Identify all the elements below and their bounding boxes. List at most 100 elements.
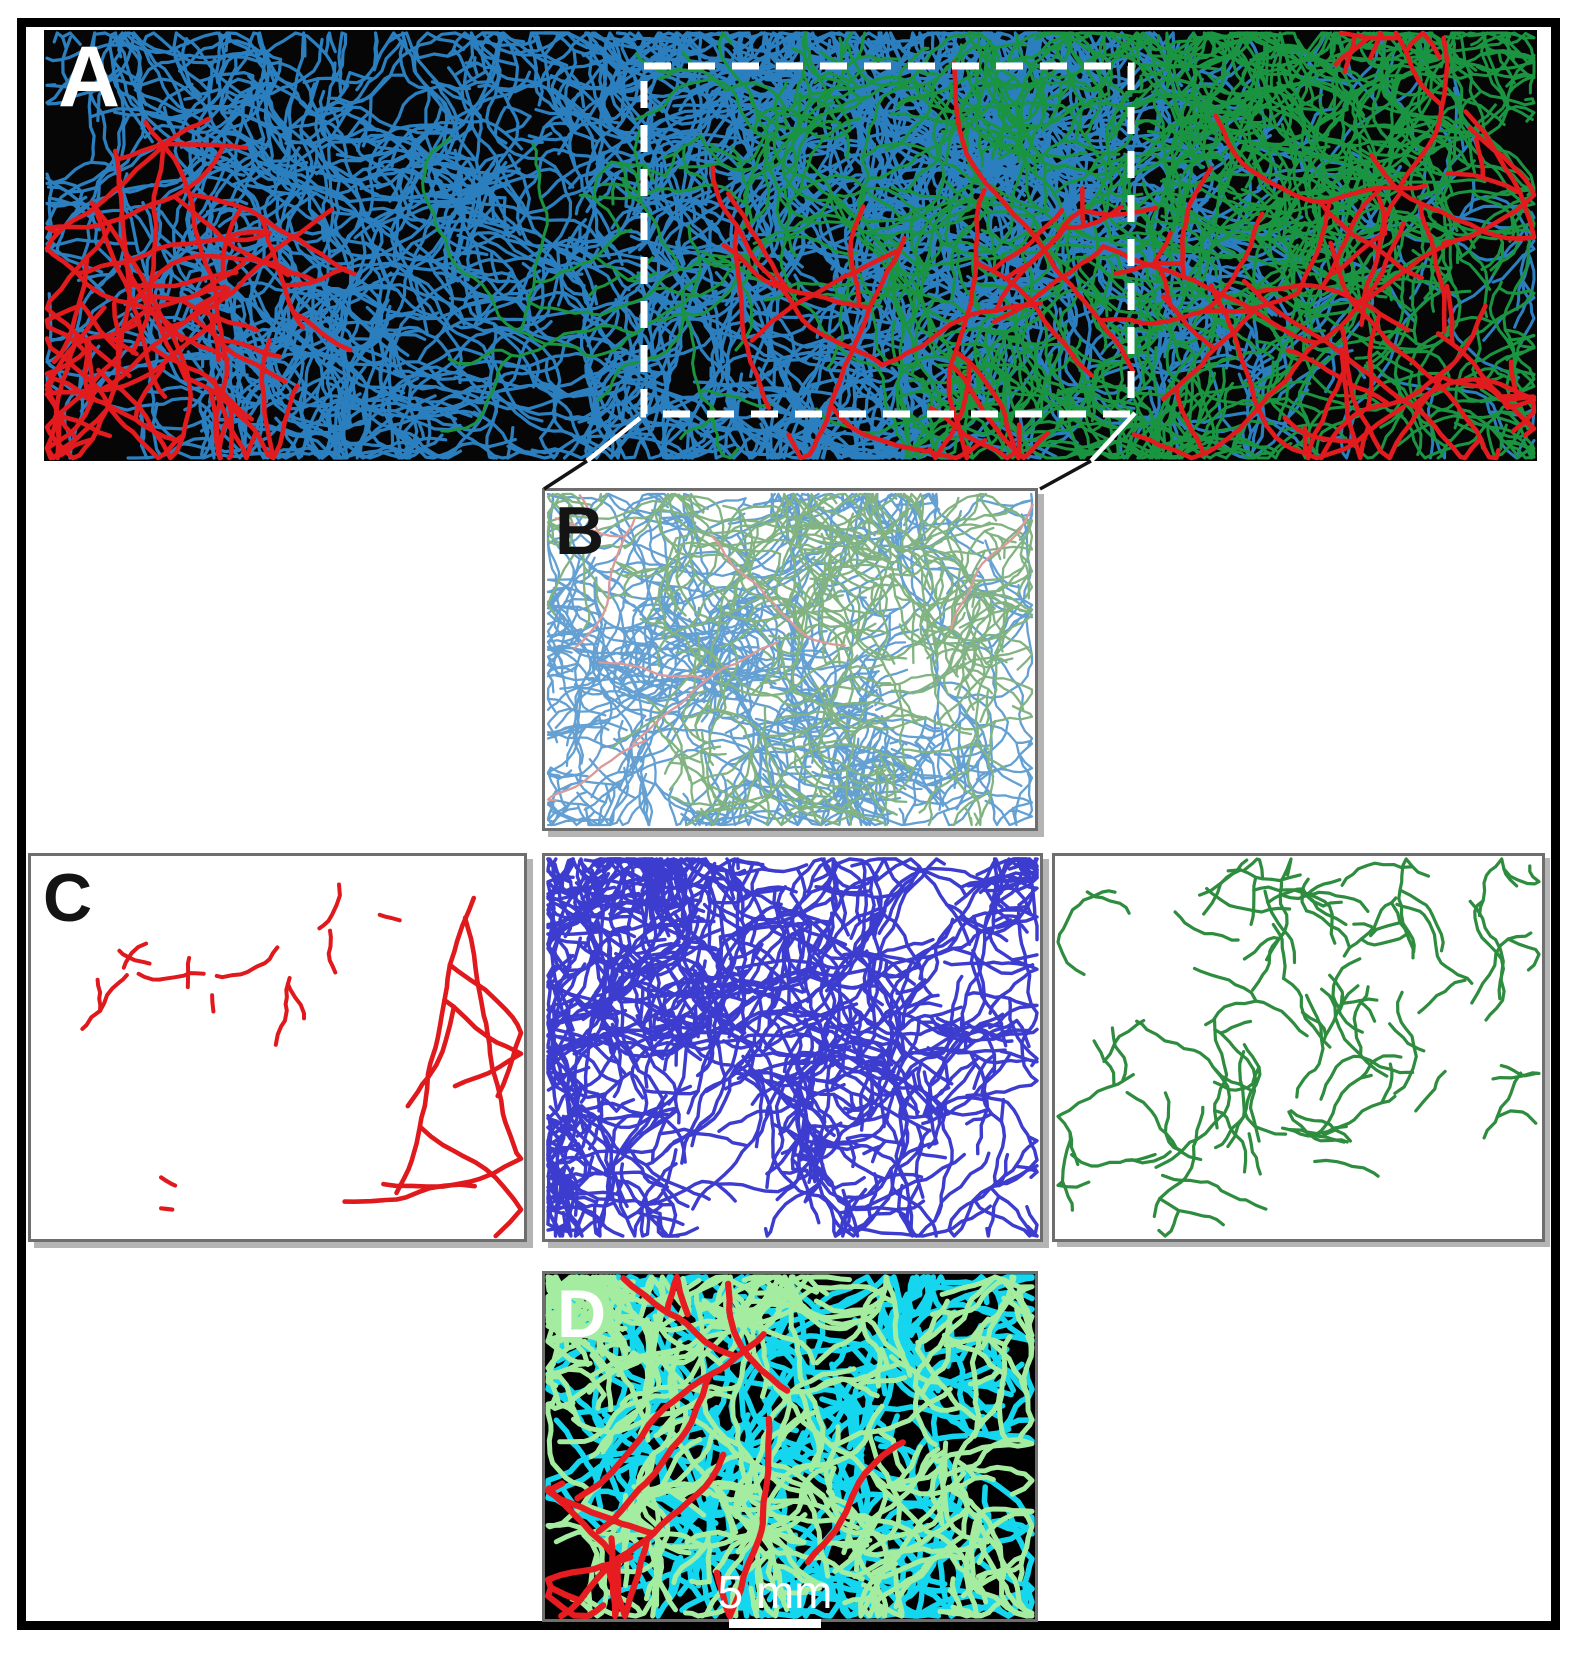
trace-red-vessels: [990, 207, 1065, 273]
trace-red-vessels: [93, 204, 168, 400]
trace-indigo-network-left: [548, 1064, 632, 1100]
trace-pale-green-network: [726, 778, 743, 802]
trace-green-fragments: [1352, 985, 1370, 1059]
trace-blue-network-dense: [585, 152, 605, 214]
trace-green-network: [890, 186, 954, 203]
trace-indigo-network-right: [796, 926, 806, 982]
trace-green-network: [1182, 61, 1216, 134]
trace-red-vessels: [786, 235, 907, 461]
trace-lightgreen-network: [875, 1532, 967, 1580]
trace-blue-network-dense: [565, 233, 589, 265]
trace-green-network: [1219, 186, 1244, 197]
trace-indigo-network-right: [792, 1009, 826, 1035]
trace-green-network: [1015, 33, 1046, 119]
trace-green-network: [763, 280, 865, 302]
trace-indigo-network-right: [797, 1155, 838, 1190]
trace-pale-green-network: [934, 607, 996, 688]
trace-blue-network-sparse: [861, 142, 913, 281]
trace-pale-green-network: [583, 566, 610, 600]
trace-green-network: [870, 268, 895, 305]
trace-pale-green-network: [910, 600, 916, 665]
trace-red-vessels: [1295, 202, 1332, 296]
trace-green-fragments: [1313, 1073, 1373, 1137]
trace-indigo-network-right: [790, 1033, 840, 1065]
trace-indigo-network-right: [977, 880, 1004, 909]
trace-blue-network-dense: [384, 261, 544, 423]
trace-blue-network-dense: [532, 257, 595, 303]
trace-green-network: [1100, 397, 1151, 411]
trace-blue-network-dense: [983, 252, 1039, 330]
trace-indigo-network-left: [617, 1162, 678, 1238]
trace-pale-green-network: [961, 492, 998, 527]
trace-pale-blue-network: [663, 586, 723, 700]
trace-blue-network-dense: [263, 49, 283, 61]
trace-pale-blue-network: [693, 627, 729, 647]
trace-lightgreen-network: [813, 1295, 888, 1315]
trace-pale-blue-network: [630, 643, 720, 776]
trace-indigo-network-left: [639, 1205, 651, 1238]
trace-pale-green-network: [796, 634, 805, 666]
trace-red-vessels: [974, 260, 1094, 378]
trace-pale-blue-network: [724, 609, 753, 685]
trace-pale-green-network: [994, 680, 1025, 711]
trace-cyan-network: [963, 1293, 1035, 1344]
trace-green-network: [1111, 323, 1128, 334]
trace-pale-blue-network: [622, 494, 659, 516]
trace-pale-green-network: [861, 492, 922, 528]
trace-lightgreen-network: [941, 1332, 1008, 1348]
trace-blue-network-sparse: [870, 261, 927, 348]
trace-pale-green-network: [682, 495, 733, 612]
trace-red-vessels: [663, 1274, 691, 1318]
trace-blue-network-dense: [326, 73, 407, 105]
trace-lightgreen-network: [558, 1360, 593, 1375]
trace-indigo-network-right: [997, 1153, 1010, 1188]
trace-green-fragments: [1204, 999, 1309, 1038]
trace-pale-green-network: [1024, 575, 1034, 599]
trace-green-network: [1141, 31, 1216, 76]
trace-red-long-vessel: [447, 962, 524, 1099]
trace-pale-green-network: [762, 791, 806, 802]
trace-blue-network-dense: [157, 153, 238, 311]
trace-pale-green-network: [674, 550, 743, 570]
trace-blue-network-dense: [539, 436, 558, 460]
trace-blue-network-dense: [505, 105, 532, 119]
trace-green-network: [896, 46, 930, 85]
trace-red-vessels: [608, 1535, 622, 1619]
trace-red-vessels: [115, 141, 249, 162]
trace-green-network: [1110, 91, 1128, 137]
trace-red-vessels: [44, 349, 94, 404]
trace-pale-red-vessels: [631, 640, 779, 745]
trace-blue-network-dense: [315, 158, 329, 243]
trace-lightgreen-network: [659, 1484, 707, 1518]
trace-indigo-network-right: [985, 857, 1001, 923]
trace-green-network: [1083, 31, 1107, 136]
trace-blue-network-dense: [390, 135, 400, 168]
trace-pale-blue-network: [618, 748, 632, 791]
trace-green-network: [991, 365, 1019, 385]
trace-blue-network-dense: [456, 320, 553, 396]
trace-green-network: [1348, 168, 1366, 203]
trace-pale-green-network: [864, 628, 889, 635]
trace-blue-network-dense: [444, 150, 476, 191]
trace-pale-blue-network: [563, 773, 589, 778]
trace-red-vessels: [76, 389, 179, 443]
trace-pale-green-network: [898, 682, 919, 725]
trace-green-network: [787, 134, 826, 205]
trace-blue-network-dense: [451, 261, 482, 273]
trace-green-network: [1051, 323, 1068, 374]
trace-red-vessels: [725, 191, 791, 293]
trace-pale-blue-network: [769, 746, 803, 754]
trace-blue-network-dense: [289, 292, 315, 331]
trace-green-fragments: [1163, 1091, 1184, 1153]
trace-green-network: [1244, 161, 1257, 189]
trace-blue-network-dense: [388, 172, 402, 203]
trace-green-network: [1016, 338, 1139, 434]
trace-pale-green-network: [656, 527, 759, 668]
trace-green-fragments: [1321, 900, 1343, 908]
trace-green-network: [664, 152, 677, 178]
trace-green-network: [1417, 31, 1445, 143]
trace-blue-network-dense: [352, 440, 414, 460]
trace-green-fragments: [1495, 1109, 1538, 1125]
trace-red-vessels: [1511, 394, 1537, 434]
trace-pale-blue-network: [737, 507, 747, 543]
